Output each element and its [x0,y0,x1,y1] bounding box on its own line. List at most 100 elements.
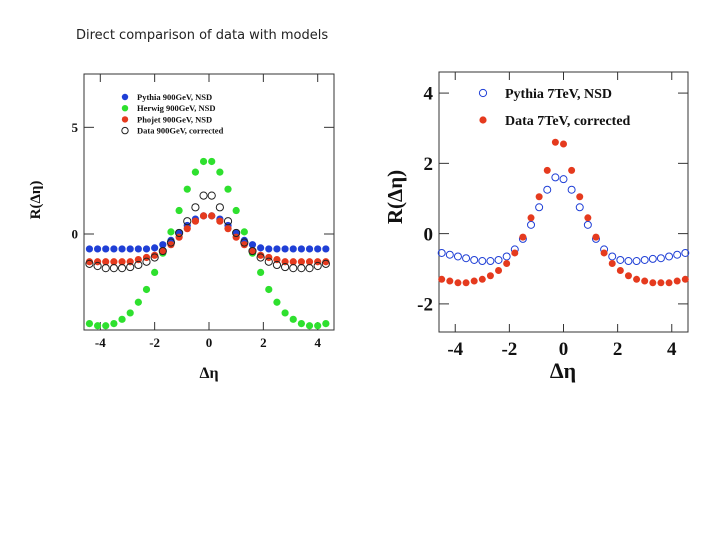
plot-right-series-1-point [478,275,486,283]
plot-right-series-0-point [559,175,568,184]
plot-left-series-3-point [142,257,151,266]
plot-right-ytick-label: -2 [417,295,433,316]
plot-right-series-0-point [470,255,479,264]
plot-left-series-3-point [232,228,241,238]
plot-left-ytick-label: 5 [72,120,79,135]
plot-right-series-1-point [568,166,576,174]
plot-left-series-2-point [151,251,159,259]
plot-left-series-1-point [151,268,159,276]
plot-left-series-3-point [166,238,176,247]
plot-right-legend-marker [479,116,487,124]
plot-left-xtick-label: -4 [95,335,106,350]
plot-right: -4 -2 0 2 4 -2 0 2 4 Pythia 7TeV, NSD Data 7TeV, … [383,71,690,383]
plot-left-series-0-point [118,245,126,253]
plot-left-series-2-point [216,217,224,225]
plot-left-series-0-point [102,245,110,253]
plot-left-series-0-point [159,241,167,249]
plot-left-series-1-point [102,322,110,330]
plot-right-series-1-point [454,279,462,287]
plot-right-xtick-label: 4 [667,339,677,360]
plot-right-series-0-point [608,252,617,261]
plot-left-series-2-point [265,253,273,262]
plot-left-points [85,157,330,330]
plot-left-series-0-point [93,245,102,253]
plot-left-series-3-point [248,246,257,256]
plot-left-series-3-point [289,264,298,273]
plot-left-series-0-point [297,245,305,253]
plot-left-series-3-point [183,217,192,226]
plot-right-series-0-point [632,257,641,266]
plot-left-series-1-point [167,228,175,236]
plot-right-legend-label: Data 7TeV, corrected [505,114,631,129]
plot-left-series-0-point [273,245,281,253]
plot-left-series-3-point [305,264,314,273]
plot-left-series-3-point [134,260,143,270]
plot-right-ytick-label: 0 [424,224,434,245]
plot-right-series-1-point [462,279,470,287]
plot-left-series-1-point [224,185,232,193]
plot-left-series-3-point [313,261,322,271]
plot-left-series-0-point [126,245,134,253]
plot-right-ytick-label: 4 [424,84,434,105]
plot-right-xlabel: Δη [550,358,576,383]
plot-left-xtick-label: 0 [206,335,213,350]
plot-left-series-0-point [257,244,265,252]
plot-left-series-3-point [175,228,184,238]
plot-right-series-0-point [673,250,682,259]
plot-right-series-0-point [640,255,649,264]
plot-left-series-2-point [118,258,126,266]
plot-left-series-2-point [314,258,322,266]
plot-right-series-0-point [478,257,487,266]
plot-left-series-1-point [281,309,289,317]
plot-right-series-1-point [681,275,689,283]
plot-left-series-0-point [322,245,330,253]
plot-left-series-1-point [93,322,102,330]
plot-left-series-3-point [280,262,290,272]
plot-left-series-2-point [208,212,216,220]
plot-left-xtick-label: 4 [314,335,321,350]
plot-left-series-1-point [191,168,200,176]
plot-right-series-0-point [567,185,576,194]
plot-left-legend-marker [121,126,129,135]
plot-right-series-0-point [437,248,446,257]
plot-left-legend-label: Herwig 900GeV, NSD [137,103,215,113]
plot-left-series-1-point [240,228,248,236]
plot-right-series-1-point [600,249,608,257]
plot-right-series-1-point [535,193,543,201]
plot-right-points [437,138,690,287]
plot-right-series-0-point [502,252,511,261]
plot-left-series-1-point [232,206,240,215]
plot-left-series-1-point [314,322,322,330]
plot-left-legend-label: Phojet 900GeV, NSD [137,114,212,124]
plot-left-series-0-point [314,245,322,253]
plot-right-series-0-point [648,254,657,263]
plot-left-legend-label: Pythia 900GeV, NSD [137,92,212,102]
plot-right-series-1-point [543,166,551,174]
plot-left-ylabel: R(Δη) [28,181,44,220]
plot-left-series-2-point [224,225,232,233]
plot-left-legend-marker [121,116,129,123]
plot-left-series-0-point [248,241,257,249]
plot-right-series-1-point [527,214,535,222]
plot-left-series-3-point [101,264,110,273]
plot-right-series-1-point [624,272,632,280]
plot-right-series-0-point [551,173,560,182]
plot-left-series-3-point [321,259,330,268]
plot-left-series-1-point [142,285,151,294]
plot-left-series-3-point [240,238,249,247]
plot-left-series-0-point [142,245,151,253]
plot-left-series-3-point [109,264,118,273]
plot-right-series-1-point [673,277,681,285]
plot-right-series-1-point [657,279,665,287]
plot-right-xtick-label: -4 [447,339,463,360]
plot-left-series-0-point [289,245,297,253]
plot-left-series-1-point [183,185,191,193]
plot-left-series-1-point [175,206,183,215]
plot-left-xlabel: Δη [199,365,218,382]
plot-left-ticks: -4 -2 0 2 4 0 5 [72,74,334,350]
plot-left-series-0-point [85,245,94,253]
plot-left-series-1-point [273,298,281,306]
plot-left-series-0-point [134,245,142,253]
plot-left-series-1-point [257,268,265,276]
